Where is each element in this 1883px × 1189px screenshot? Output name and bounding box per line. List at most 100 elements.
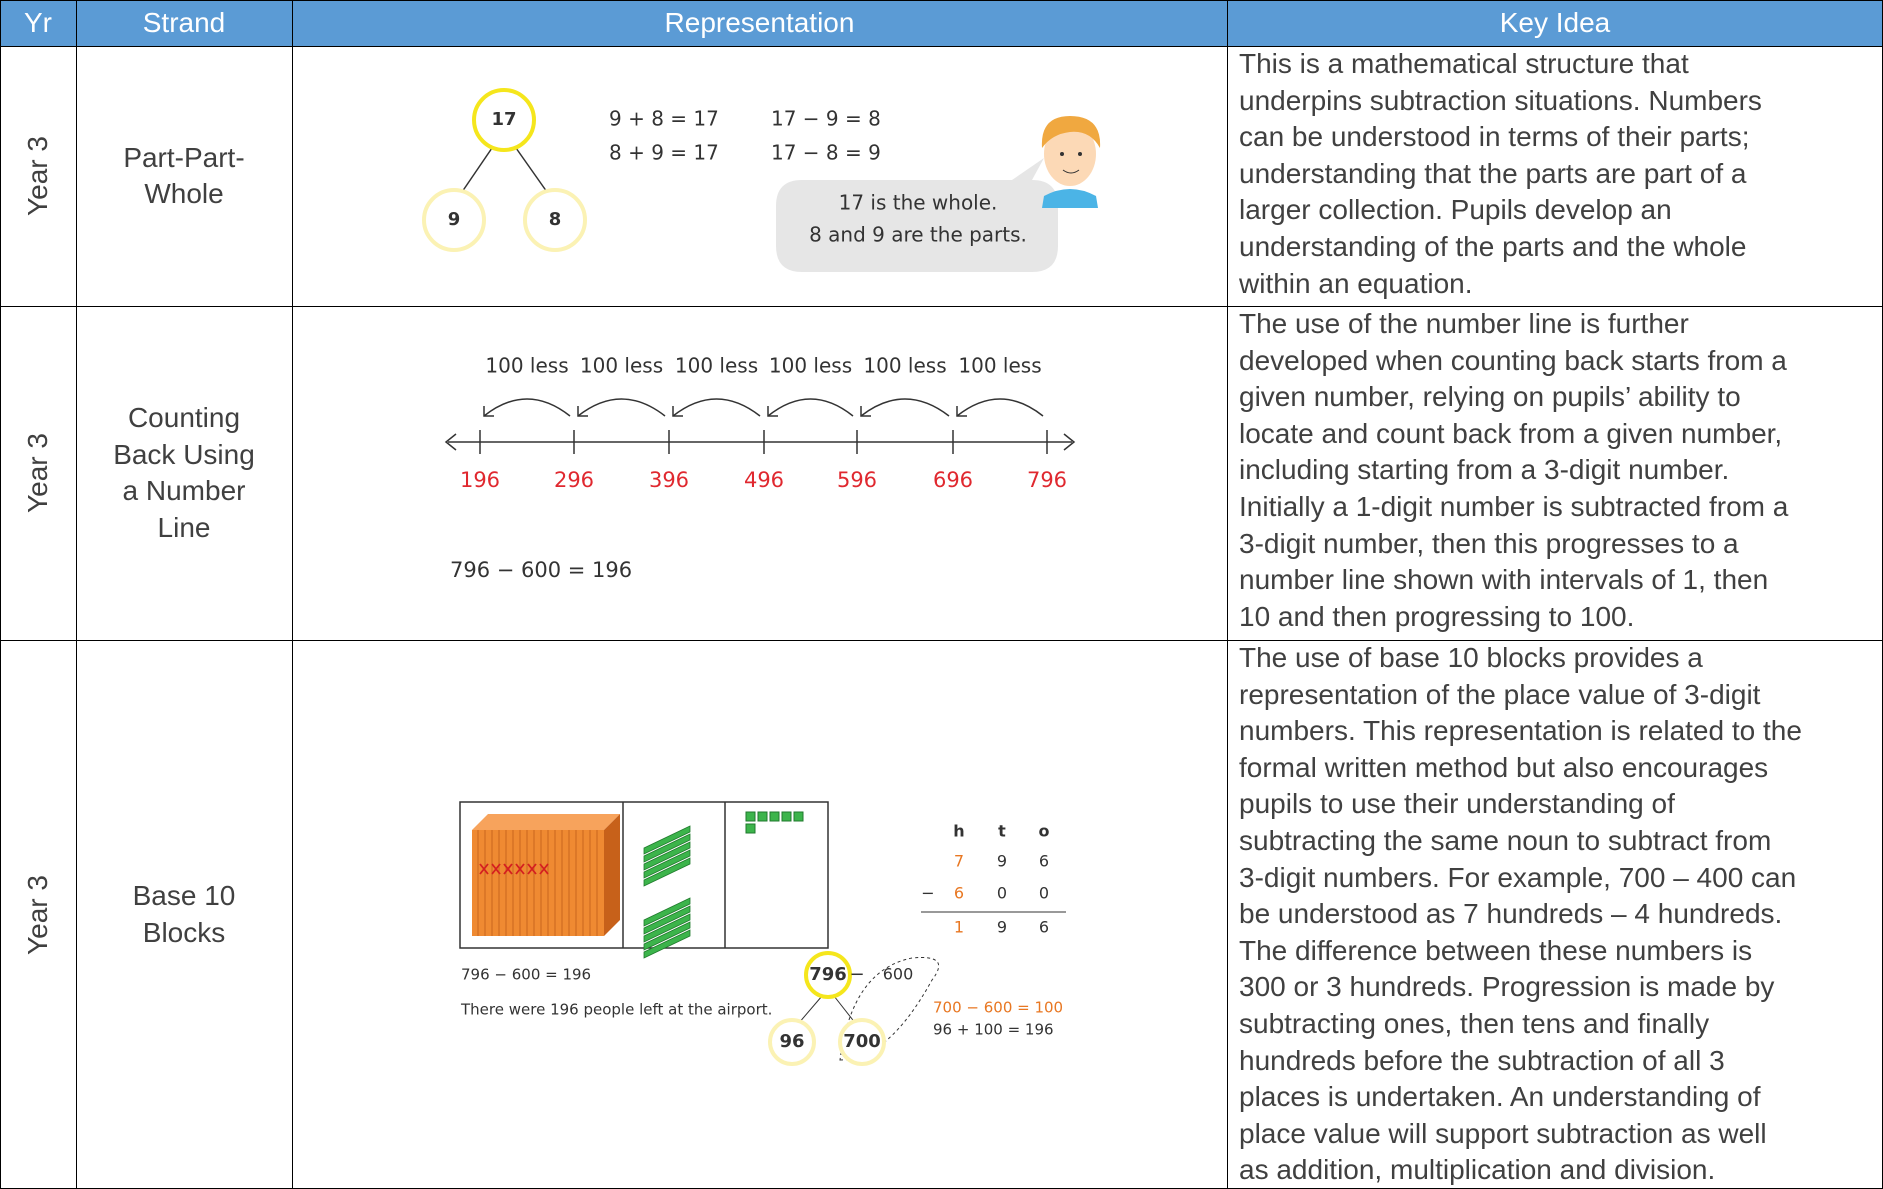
key-idea-line: be understood as 7 hundreds – 4 hundreds… xyxy=(1239,898,1783,930)
column-label: t xyxy=(998,822,1006,841)
equation: 796 − 600 = 196 xyxy=(450,558,632,582)
ten-rod xyxy=(643,857,691,887)
key-idea-line: locate and count back from a given numbe… xyxy=(1239,417,1783,449)
row-border xyxy=(0,0,1883,1)
jump-label: 100 less xyxy=(769,354,852,378)
one-cube xyxy=(757,811,768,822)
jump-arrow xyxy=(956,406,967,417)
key-idea-line: place value will support subtraction as … xyxy=(1239,1117,1767,1149)
circle xyxy=(523,188,587,252)
jump-arrow xyxy=(860,406,871,417)
key-idea-line: subtracting ones, then tens and finally xyxy=(1239,1007,1710,1039)
sentence: There were 196 people left at the airpor… xyxy=(460,1001,772,1019)
jump-arrow xyxy=(483,406,494,417)
strand-cell: Part-Part- Whole xyxy=(76,46,292,306)
ten-rod xyxy=(643,921,691,951)
tree-branch xyxy=(461,147,493,193)
jump-arc xyxy=(483,398,571,417)
key-idea-line: pupils to use their understanding of xyxy=(1239,788,1675,820)
number-label: 696 xyxy=(933,468,973,492)
digit: 6 xyxy=(1039,852,1049,871)
circle-label: 700 xyxy=(843,1031,881,1052)
strand-line: Back Using xyxy=(113,438,255,470)
representation: 17 9 8 9 + 8 = 17 8 + 9 = 17 17 − 9 = 8 17 − 8… xyxy=(422,88,1101,272)
one-cube xyxy=(781,811,792,822)
equation: 17 − 9 = 8 xyxy=(771,107,881,131)
cross xyxy=(515,863,525,875)
tree-minus: − xyxy=(849,964,864,985)
circle-label: 17 xyxy=(491,109,516,130)
key-idea-cell: This is a mathematical structure that und… xyxy=(1227,46,1883,306)
digit: 6 xyxy=(954,884,964,903)
key-idea-line: formal written method but also encourage… xyxy=(1239,751,1769,783)
tree-branch xyxy=(833,995,857,1025)
boy-hair xyxy=(1041,116,1101,148)
key-idea-line: number line shown with intervals of 1, t… xyxy=(1239,564,1769,596)
boy-mouth xyxy=(1062,169,1080,174)
key-idea-cell: The use of the number line is further dev… xyxy=(1227,306,1883,640)
key-idea-line: subtracting the same noun to subtract fr… xyxy=(1239,824,1772,856)
number-label: 496 xyxy=(744,468,784,492)
one-cube xyxy=(745,811,756,822)
ten-rod xyxy=(643,905,691,935)
circle xyxy=(472,88,536,152)
key-idea-line: 300 or 3 hundreds. Progression is made b… xyxy=(1239,971,1775,1003)
column-header: Strand xyxy=(76,0,292,46)
jump-arc xyxy=(767,398,854,417)
key-idea-line: representation of the place value of 3-d… xyxy=(1239,678,1761,710)
key-idea-line: underpins subtraction situations. Number… xyxy=(1239,84,1762,116)
tree-subtract: 600 xyxy=(883,965,914,984)
circle xyxy=(768,1018,816,1066)
row-border xyxy=(0,640,1883,641)
key-idea-line: larger collection. Pupils develop an xyxy=(1239,194,1672,226)
circle-label: 96 xyxy=(779,1031,804,1052)
cross xyxy=(539,863,549,875)
key-idea-line: 3-digit numbers. For example, 700 – 400 … xyxy=(1239,861,1797,893)
digit: 0 xyxy=(997,884,1007,903)
cross xyxy=(527,863,537,875)
key-idea-line: hundreds before the subtraction of all 3 xyxy=(1239,1044,1725,1076)
key-idea-line: The use of base 10 blocks provides a xyxy=(1239,642,1703,673)
year-label: Year 3 xyxy=(22,136,53,216)
one-cube xyxy=(745,823,756,834)
jump-arc xyxy=(577,398,666,417)
digit: 9 xyxy=(997,918,1007,937)
jump-label: 100 less xyxy=(863,354,946,378)
strand-line: Blocks xyxy=(142,916,226,948)
boy-eye xyxy=(1060,152,1064,156)
circle-label: 8 xyxy=(549,209,562,230)
ten-rod xyxy=(643,833,691,863)
strand-line: Part-Part- xyxy=(123,141,245,173)
operator: − xyxy=(921,884,934,903)
jump-arc xyxy=(860,398,950,417)
cross xyxy=(479,863,489,875)
strand-line: a Number xyxy=(122,475,246,506)
ten-rod xyxy=(643,929,691,959)
jump-label: 100 less xyxy=(485,354,568,378)
key-idea-line: The use of the number line is further xyxy=(1239,308,1689,339)
column-header: Key Idea xyxy=(1227,0,1883,46)
ten-rod xyxy=(643,897,691,927)
jump-arc xyxy=(672,398,761,417)
strand-line: Line xyxy=(157,511,211,543)
circle xyxy=(804,951,852,999)
key-idea-line: understanding that the parts are part of… xyxy=(1239,157,1747,189)
jump-label: 100 less xyxy=(580,354,663,378)
ten-rod xyxy=(643,825,691,855)
year-label: Year 3 xyxy=(22,874,53,955)
jump-arrow xyxy=(767,406,778,417)
equation: 9 + 8 = 17 xyxy=(609,107,719,131)
circle-label: 9 xyxy=(448,209,461,230)
jump-label: 100 less xyxy=(675,354,758,378)
number-label: 796 xyxy=(1027,468,1067,492)
column-border xyxy=(0,0,1,1189)
step: 700 − 600 = 100 xyxy=(933,999,1063,1017)
digit: 0 xyxy=(1039,884,1049,903)
column-header: Representation xyxy=(292,0,1227,46)
key-idea-line: including starting from a 3-digit number… xyxy=(1239,454,1730,486)
jump-arrow xyxy=(672,406,683,417)
cross xyxy=(491,863,501,875)
speech-text: 8 and 9 are the parts. xyxy=(809,223,1027,247)
representation: 196 296 396 496 596 696 796 100 less 100 less 100… xyxy=(444,354,1076,582)
